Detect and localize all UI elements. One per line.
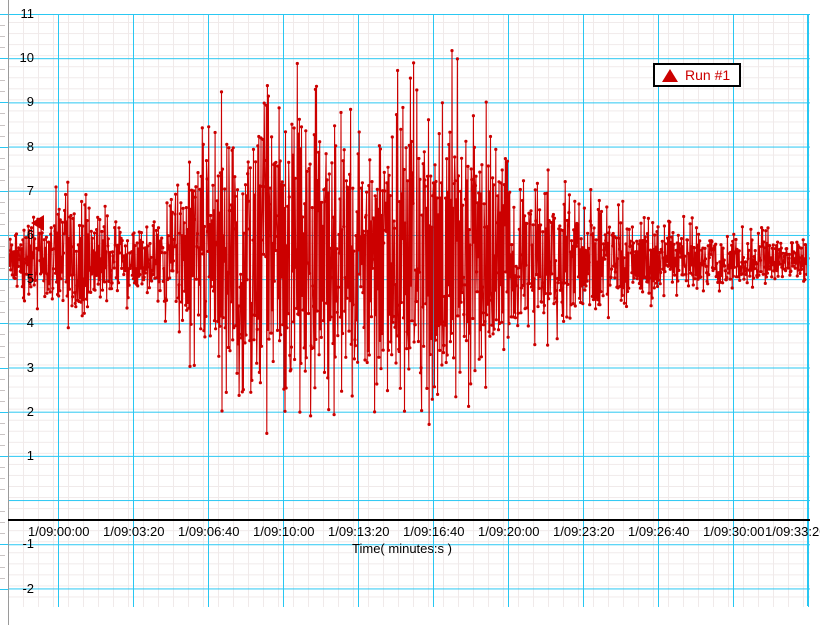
y-tick-mark xyxy=(0,411,8,413)
y-minor-tick-mark xyxy=(0,168,5,170)
y-minor-tick-mark xyxy=(0,69,5,71)
y-minor-tick-mark xyxy=(0,489,5,491)
y-minor-tick-mark xyxy=(0,356,5,358)
x-tick-label: 1/09:26:40 xyxy=(628,524,690,539)
y-minor-tick-mark xyxy=(0,566,5,568)
legend-item-label: Run #1 xyxy=(685,67,731,83)
y-tick-label: 1 xyxy=(26,448,34,463)
y-tick-label: 9 xyxy=(26,94,34,110)
y-minor-tick-mark xyxy=(0,47,5,49)
y-minor-tick-mark xyxy=(0,555,5,557)
y-tick-mark xyxy=(0,588,8,590)
y-tick-label: 8 xyxy=(26,138,34,154)
y-minor-tick-mark xyxy=(0,25,5,27)
x-tick-label: 1/09:20:00 xyxy=(478,524,540,539)
x-tick-label: 1/09:13:20 xyxy=(328,524,390,539)
y-minor-tick-mark xyxy=(0,212,5,214)
y-tick-mark xyxy=(0,14,8,15)
x-tick-label: 1/09:33:20 xyxy=(765,524,820,539)
y-minor-tick-mark xyxy=(0,257,5,259)
y-tick-label: 5 xyxy=(26,271,34,287)
y-minor-tick-mark xyxy=(0,179,5,181)
y-minor-tick-mark xyxy=(0,301,5,303)
y-tick-mark xyxy=(0,146,8,148)
x-axis-line xyxy=(8,519,810,521)
y-tick-mark xyxy=(0,544,8,546)
y-minor-tick-mark xyxy=(0,312,5,314)
y-minor-tick-mark xyxy=(0,389,5,391)
triangle-left-icon[interactable] xyxy=(31,215,44,231)
y-tick-mark xyxy=(0,367,8,369)
y-minor-tick-mark xyxy=(0,400,5,402)
x-axis-title-label: Time( minutes:s ) xyxy=(352,541,452,556)
y-tick-mark xyxy=(0,279,8,281)
y-minor-tick-mark xyxy=(0,135,5,137)
y-minor-tick-mark xyxy=(0,80,5,82)
y-tick-mark xyxy=(0,456,8,457)
y-tick-mark xyxy=(0,323,8,325)
y-minor-tick-mark xyxy=(0,223,5,225)
x-tick-label: 1/09:16:40 xyxy=(403,524,465,539)
y-minor-tick-mark xyxy=(0,522,5,524)
y-minor-tick-mark xyxy=(0,444,5,446)
y-minor-tick-mark xyxy=(0,422,5,424)
y-minor-tick-mark xyxy=(0,157,5,159)
y-minor-tick-mark xyxy=(0,268,5,270)
y-tick-label: 10 xyxy=(19,50,34,66)
y-minor-tick-mark xyxy=(0,201,5,203)
y-tick-label: -1 xyxy=(22,536,34,552)
y-tick-mark xyxy=(0,102,8,104)
y-minor-tick-mark xyxy=(0,511,5,513)
y-tick-label: 3 xyxy=(26,359,34,375)
y-minor-tick-mark xyxy=(0,478,5,480)
y-minor-tick-mark xyxy=(0,113,5,115)
y-tick-label: 7 xyxy=(26,182,34,198)
y-minor-tick-mark xyxy=(0,91,5,93)
triangle-up-icon xyxy=(662,68,678,82)
x-tick-label: 1/09:30:00 xyxy=(703,524,765,539)
x-tick-label: 1/09:00:00 xyxy=(28,524,90,539)
y-minor-tick-mark xyxy=(0,433,5,435)
y-minor-tick-mark xyxy=(0,533,5,535)
y-minor-tick-mark xyxy=(0,378,5,380)
y-tick-mark xyxy=(0,235,8,236)
x-tick-label: 1/09:03:20 xyxy=(103,524,165,539)
y-tick-mark xyxy=(0,58,8,60)
y-minor-tick-mark xyxy=(0,467,5,469)
series-layer xyxy=(8,49,810,435)
plot-left-edge xyxy=(8,0,9,625)
y-tick-mark xyxy=(0,190,8,192)
y-tick-label: 11 xyxy=(20,6,35,21)
plot-area[interactable] xyxy=(8,14,810,607)
x-axis-title: Time( minutes:s ) xyxy=(0,541,820,556)
y-tick-label: -2 xyxy=(22,580,34,596)
x-tick-label: 1/09:10:00 xyxy=(253,524,315,539)
y-tick-label: 6 xyxy=(26,227,34,242)
legend[interactable]: Run #1 xyxy=(653,63,742,87)
y-minor-tick-mark xyxy=(0,345,5,347)
y-minor-tick-mark xyxy=(0,36,5,38)
y-tick-label: 2 xyxy=(26,403,34,419)
series-markers xyxy=(8,49,810,435)
y-minor-tick-mark xyxy=(0,124,5,126)
x-tick-label: 1/09:23:20 xyxy=(553,524,615,539)
y-minor-tick-mark xyxy=(0,246,5,248)
y-minor-tick-mark xyxy=(0,290,5,292)
x-tick-label: 1/09:06:40 xyxy=(178,524,240,539)
y-minor-tick-mark xyxy=(0,577,5,579)
y-tick-label: 4 xyxy=(26,315,34,331)
y-minor-tick-mark xyxy=(0,334,5,336)
